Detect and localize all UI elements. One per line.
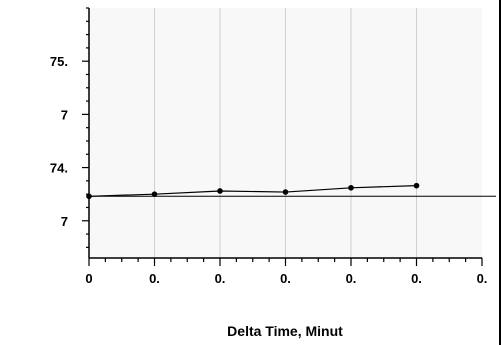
y-tick-label-3: 75. — [50, 54, 68, 69]
data-point-3 — [282, 189, 289, 195]
data-point-2 — [217, 188, 223, 194]
y-tick-label-1: 74. — [50, 161, 68, 176]
data-point-5 — [413, 182, 420, 189]
series-line — [88, 185, 417, 197]
x-tick-label-5: 0. — [411, 271, 422, 286]
y-tick-label-2: 7 — [61, 107, 68, 122]
x-axis-title: Delta Time, Minut — [227, 323, 343, 339]
x-tick-label-4: 0. — [346, 271, 357, 286]
y-axis: 7 74. 7 75. — [50, 7, 90, 258]
data-point-4 — [348, 184, 354, 191]
x-tick-label-0: 0 — [85, 271, 92, 286]
y-tick-label-0: 7 — [61, 214, 68, 229]
data-point-1 — [151, 191, 158, 197]
x-axis: 0 0. 0. 0. 0. 0. 0. — [85, 257, 488, 286]
x-tick-label-2: 0. — [215, 271, 226, 286]
grid-lines — [154, 8, 417, 258]
x-tick-label-6: 0. — [477, 271, 488, 286]
x-tick-label-1: 0. — [149, 271, 160, 286]
x-tick-label-3: 0. — [280, 271, 291, 286]
